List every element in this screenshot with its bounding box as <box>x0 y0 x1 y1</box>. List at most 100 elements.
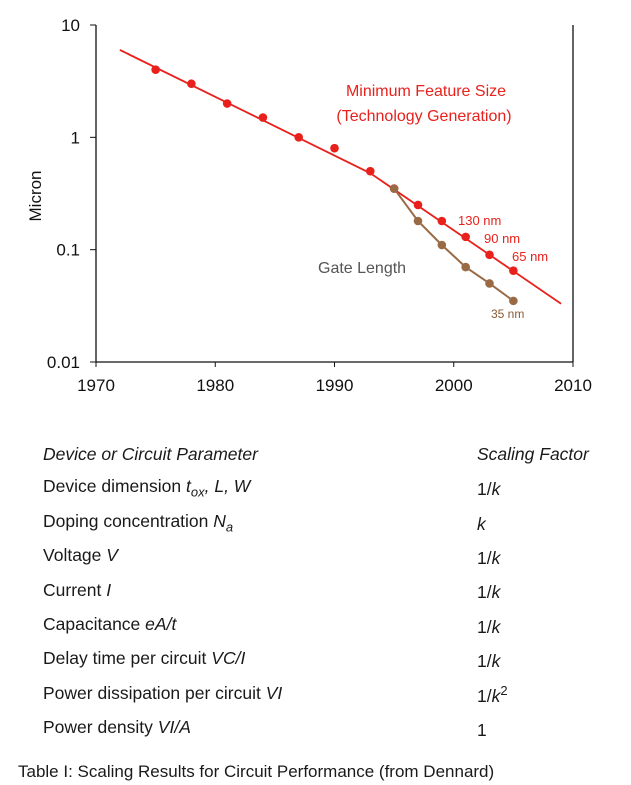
label-65nm: 65 nm <box>512 249 548 264</box>
gate-length-line <box>393 187 514 302</box>
y-tick-label: 10 <box>61 16 80 35</box>
param-name: Doping concentration <box>43 510 209 531</box>
factor-cell: 1/k <box>477 471 627 505</box>
x-tick-label: 1970 <box>77 376 115 395</box>
gate-length-point <box>461 262 470 272</box>
gate-length-point <box>389 184 399 193</box>
feature-size-point <box>222 99 232 108</box>
param-name: Capacitance <box>43 614 141 634</box>
param-cell: Device dimension tox, L, W <box>40 471 477 505</box>
param-column-header: Device or Circuit Parameter <box>43 443 258 464</box>
x-tick-labels: 1970 1980 1990 2000 2010 <box>77 376 592 395</box>
param-cell: Delay time per circuit VC/I <box>40 643 477 677</box>
scaling-table: Device or Circuit Parameter Scaling Fact… <box>40 437 627 746</box>
param-cell: Capacitance eA/t <box>40 609 477 643</box>
x-tick-label: 1980 <box>196 376 234 395</box>
factor-variable: k <box>491 547 501 568</box>
table-row: Delay time per circuit VC/I 1/k <box>40 643 627 677</box>
factor-cell: 1/k2 <box>477 677 627 711</box>
factor-base: 1/ <box>477 685 492 706</box>
table-row: Voltage V 1/k <box>40 540 627 574</box>
y-axis-label: Micron <box>26 170 45 221</box>
param-variable: V <box>106 545 118 566</box>
param-name: Power dissipation per circuit <box>43 682 261 703</box>
param-variable: VI/A <box>157 717 191 738</box>
param-cell: Power dissipation per circuit VI <box>40 677 477 711</box>
factor-base: 1/ <box>477 616 492 637</box>
feature-size-point <box>365 166 375 176</box>
param-variable: VC/I <box>211 648 246 669</box>
label-35nm: 35 nm <box>491 307 524 321</box>
param-variable: I <box>106 579 112 600</box>
param-name: Delay time per circuit <box>43 648 207 669</box>
table-row: Doping concentration Na k <box>40 505 627 539</box>
table-caption: Table I: Scaling Results for Circuit Per… <box>18 762 495 781</box>
feature-size-point <box>330 143 339 153</box>
factor-variable: k <box>491 616 501 637</box>
gate-length-label: Gate Length <box>318 260 406 277</box>
feature-size-chart: 1970 1980 1990 2000 2010 0.01 0.1 1 10 Micron M… <box>26 16 592 395</box>
factor-cell: 1/k <box>477 643 627 677</box>
factor-base: 1 <box>477 719 487 740</box>
param-name: Voltage <box>43 545 102 566</box>
factor-variable: k <box>491 685 501 706</box>
table-row: Power dissipation per circuit VI 1/k2 <box>40 677 627 711</box>
feature-size-point <box>485 250 494 260</box>
factor-base: 1/ <box>477 547 492 568</box>
y-tick-labels: 0.01 0.1 1 10 <box>47 16 80 372</box>
feature-size-point <box>461 232 470 242</box>
y-tick-label: 1 <box>71 128 80 147</box>
param-name: Current <box>43 579 102 600</box>
param-name: Device dimension <box>43 476 182 497</box>
series-points <box>151 65 518 306</box>
factor-variable: k <box>491 651 501 672</box>
table-row: Capacitance eA/t 1/k <box>40 609 627 643</box>
table-row: Current I 1/k <box>40 574 627 608</box>
param-variable: VI <box>265 682 283 703</box>
factor-exponent: 2 <box>500 682 508 698</box>
factor-cell: 1/k <box>477 574 627 608</box>
gate-length-point <box>509 296 518 306</box>
chart-axes <box>90 24 574 367</box>
label-90nm: 90 nm <box>484 231 520 246</box>
feature-size-point <box>187 79 196 89</box>
factor-variable: k <box>491 582 501 603</box>
y-tick-label: 0.1 <box>56 241 80 260</box>
x-tick-label: 2000 <box>435 376 473 395</box>
feature-size-point <box>258 113 268 122</box>
factor-cell: k <box>477 505 627 539</box>
param-cell: Power density VI/A <box>40 712 477 746</box>
param-variable: N <box>213 510 226 531</box>
factor-base: 1/ <box>477 651 492 672</box>
feature-size-subtitle: (Technology Generation) <box>336 108 511 125</box>
x-tick-label: 1990 <box>316 376 354 395</box>
param-variable: eA/t <box>145 614 177 634</box>
gate-length-point <box>413 216 423 226</box>
factor-cell: 1 <box>477 712 627 746</box>
y-tick-label: 0.01 <box>47 353 80 372</box>
gate-length-point <box>485 279 494 288</box>
param-cell: Voltage V <box>40 540 477 574</box>
gate-length-point <box>437 240 447 250</box>
param-variable-rest: , L, W <box>204 476 251 497</box>
factor-variable: k <box>477 513 486 534</box>
factor-base: 1/ <box>477 479 492 500</box>
feature-size-point <box>437 216 447 226</box>
label-130nm: 130 nm <box>458 213 501 228</box>
feature-size-title: Minimum Feature Size <box>346 83 506 100</box>
table-header-row: Device or Circuit Parameter Scaling Fact… <box>40 437 627 471</box>
param-variable: t <box>186 476 191 497</box>
table-row: Power density VI/A 1 <box>40 712 627 746</box>
factor-variable: k <box>491 479 501 500</box>
param-cell: Doping concentration Na <box>40 505 477 539</box>
feature-size-point <box>294 133 304 142</box>
feature-size-point <box>413 200 423 210</box>
x-tick-label: 2010 <box>554 376 592 395</box>
feature-size-point <box>151 65 160 75</box>
factor-column-header: Scaling Factor <box>477 443 589 464</box>
param-variable-subscript: ox <box>190 484 205 500</box>
feature-size-point <box>509 266 518 275</box>
factor-cell: 1/k <box>477 609 627 643</box>
factor-cell: 1/k <box>477 540 627 574</box>
factor-base: 1/ <box>477 582 492 603</box>
